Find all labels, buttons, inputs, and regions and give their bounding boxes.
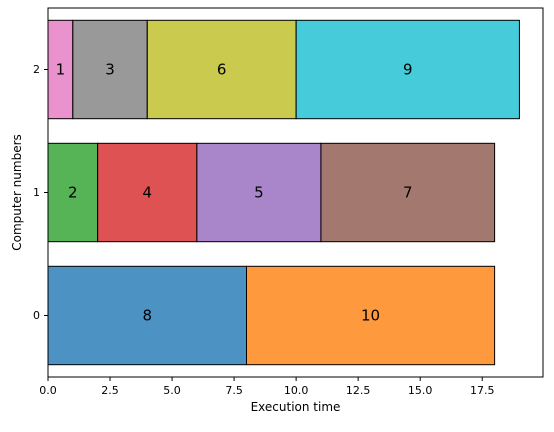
bar-segment-label-9: 9 (403, 61, 413, 79)
bar-segment-9 (295, 19, 520, 120)
x-tick-label: 5.0 (163, 384, 181, 397)
bar-segment-label-10: 10 (361, 307, 380, 325)
bar-segment-label-5: 5 (254, 184, 264, 202)
bar-segment-label-6: 6 (217, 61, 227, 79)
x-tick-label: 10.0 (284, 384, 309, 397)
x-tick-label: 2.5 (101, 384, 119, 397)
x-axis: 0.0 2.5 5.0 7.5 10.0 12.5 15.0 17.5 (39, 377, 494, 397)
bar-segment-4 (97, 142, 198, 243)
bar-segment-label-4: 4 (142, 184, 152, 202)
bar-segment-label-1: 1 (56, 61, 66, 79)
y-tick-label: 1 (33, 186, 40, 199)
bar-segment-8 (47, 265, 247, 366)
bar-labels-group: 8 10 2 4 5 7 1 3 6 9 (56, 61, 413, 325)
bar-segment-3 (72, 19, 148, 120)
y-tick-label: 0 (33, 309, 40, 322)
bar-segment-label-8: 8 (142, 307, 152, 325)
bar-segment-5 (196, 142, 322, 243)
x-tick-label: 12.5 (346, 384, 371, 397)
x-tick-label: 17.5 (470, 384, 495, 397)
y-tick-label: 2 (33, 63, 40, 76)
x-tick-label: 0.0 (39, 384, 57, 397)
x-tick-label: 7.5 (225, 384, 243, 397)
bar-segment-label-3: 3 (105, 61, 115, 79)
bar-segment-7 (320, 142, 496, 243)
bars-group (47, 19, 520, 366)
bar-segment-1 (47, 19, 74, 120)
y-axis-label: Computer numbers (10, 134, 24, 251)
bar-segment-10 (245, 265, 496, 366)
x-tick-label: 15.0 (408, 384, 433, 397)
y-axis: 0 1 2 (33, 63, 48, 322)
x-axis-label: Execution time (251, 400, 341, 414)
bar-segment-6 (146, 19, 297, 120)
bar-segment-2 (47, 142, 99, 243)
bar-segment-label-2: 2 (68, 184, 78, 202)
bar-segment-label-7: 7 (403, 184, 413, 202)
